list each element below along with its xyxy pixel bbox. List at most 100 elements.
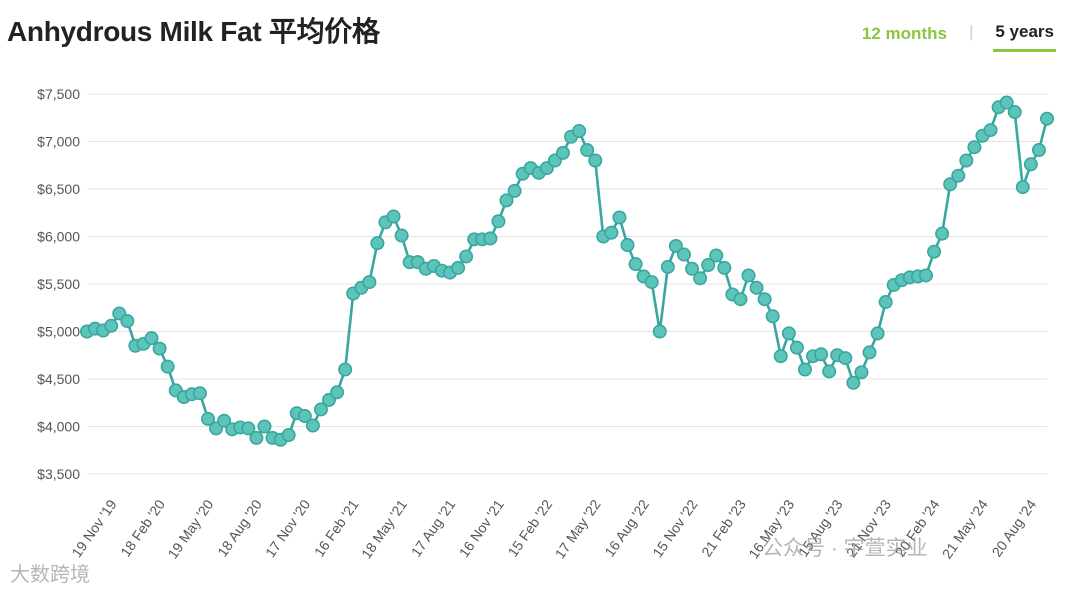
series-markers <box>80 95 1055 447</box>
data-point <box>685 261 700 276</box>
x-tick-label: 15 Feb '22 <box>504 496 555 559</box>
data-point <box>717 260 732 275</box>
data-point <box>660 259 675 274</box>
data-point <box>120 314 135 329</box>
data-point <box>144 331 159 346</box>
data-point <box>451 260 466 275</box>
data-point <box>967 140 982 155</box>
y-tick-label: $7,500 <box>37 86 80 102</box>
x-tick-label: 19 May '20 <box>164 496 216 561</box>
data-point <box>362 275 377 290</box>
data-point <box>394 228 409 243</box>
data-point <box>572 124 587 139</box>
data-point <box>644 275 659 290</box>
y-tick-label: $6,000 <box>37 229 80 245</box>
x-tick-label: 18 Feb '20 <box>117 496 168 559</box>
data-point <box>1015 180 1030 195</box>
tab-5-years[interactable]: 5 years <box>993 20 1056 52</box>
x-tick-label: 16 Aug '22 <box>601 496 652 559</box>
data-point <box>386 209 401 224</box>
y-tick-label: $5,000 <box>37 324 80 340</box>
data-point <box>854 365 869 380</box>
data-point <box>822 364 837 379</box>
data-point <box>257 419 272 434</box>
data-point <box>935 226 950 241</box>
y-tick-label: $7,000 <box>37 134 80 150</box>
data-point <box>588 153 603 168</box>
data-point <box>757 292 772 307</box>
x-tick-label: 17 Aug '21 <box>408 496 459 559</box>
data-point <box>241 421 256 436</box>
data-point <box>330 385 345 400</box>
data-point <box>701 257 716 272</box>
data-point <box>297 409 312 424</box>
data-point <box>781 326 796 341</box>
data-point <box>604 225 619 240</box>
data-point <box>773 349 788 364</box>
data-point <box>580 143 595 158</box>
x-tick-label: 15 Nov '22 <box>649 496 700 560</box>
data-point <box>749 280 764 295</box>
data-point <box>943 177 958 192</box>
data-point <box>765 309 780 324</box>
data-point <box>217 413 232 428</box>
page-title: Anhydrous Milk Fat 平均价格 <box>7 16 380 47</box>
y-tick-label: $6,500 <box>37 181 80 197</box>
data-point <box>1031 143 1046 158</box>
y-tick-label: $4,000 <box>37 419 80 435</box>
data-point <box>927 244 942 259</box>
x-tick-label: 21 Feb '23 <box>698 496 749 559</box>
data-point <box>620 238 635 253</box>
data-point <box>814 347 829 362</box>
x-tick-label: 17 Nov '20 <box>262 496 313 560</box>
time-range-tabs: 12 months | 5 years <box>860 20 1056 52</box>
data-point <box>709 248 724 263</box>
tab-separator: | <box>968 22 974 41</box>
x-tick-label: 17 May '22 <box>552 496 604 561</box>
y-axis: $3,500 $4,000 $4,500 $5,000 $5,500 $6,000 $6,5… <box>37 86 80 482</box>
watermark-right: 公众号 · 宇萱实业 <box>762 537 928 560</box>
x-tick-label: 18 Aug '20 <box>214 496 265 559</box>
data-point <box>959 153 974 168</box>
data-point <box>983 123 998 138</box>
data-point <box>612 210 627 225</box>
data-point <box>862 345 877 360</box>
watermark-left: 大数跨境 <box>10 564 90 586</box>
x-tick-label: 21 May '24 <box>939 496 991 561</box>
data-point <box>789 340 804 355</box>
data-point <box>313 402 328 417</box>
data-point <box>192 386 207 401</box>
data-point <box>838 351 853 366</box>
data-point <box>878 295 893 310</box>
x-tick-label: 16 Nov '21 <box>456 496 507 560</box>
data-point <box>733 292 748 307</box>
data-point <box>693 271 708 286</box>
data-point <box>249 430 264 445</box>
data-point <box>338 362 353 377</box>
data-point <box>160 359 175 374</box>
data-point <box>741 268 756 283</box>
data-point <box>918 268 933 283</box>
data-point <box>628 257 643 272</box>
data-point <box>652 324 667 339</box>
data-point <box>152 341 167 356</box>
y-tick-label: $5,500 <box>37 276 80 292</box>
x-tick-label: 19 Nov '19 <box>68 496 119 560</box>
data-point <box>281 428 296 443</box>
data-point <box>1007 105 1022 120</box>
data-point <box>951 168 966 183</box>
data-point <box>491 214 506 229</box>
data-point <box>201 411 216 426</box>
data-point <box>483 231 498 246</box>
data-point <box>459 249 474 264</box>
chart-gridlines <box>87 93 1047 475</box>
x-tick-label: 18 May '21 <box>358 496 410 561</box>
data-point <box>305 418 320 433</box>
data-point <box>676 247 691 262</box>
data-point <box>1023 157 1038 172</box>
data-point <box>668 239 683 254</box>
y-tick-label: $4,500 <box>37 371 80 387</box>
tab-12-months[interactable]: 12 months <box>861 23 947 43</box>
data-point <box>1040 111 1055 126</box>
